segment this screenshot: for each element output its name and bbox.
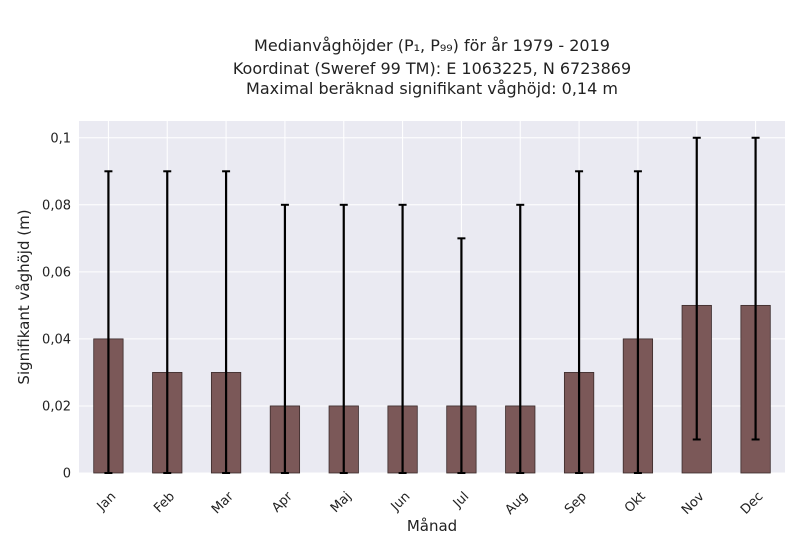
x-axis-label: Månad <box>407 517 457 535</box>
x-tick-label-jul: Jul <box>450 489 472 511</box>
chart-title: Medianvåghöjder (P₁, P₉₉) för år 1979 - … <box>233 36 631 98</box>
x-tick-label-dec: Dec <box>738 489 766 517</box>
error-bar-maj <box>339 203 348 474</box>
error-bars <box>104 136 760 474</box>
y-tick-label: 0,04 <box>42 332 71 347</box>
error-bar-jul <box>457 237 466 474</box>
error-bar-nov <box>692 136 701 441</box>
x-tick-label-aug: Aug <box>503 489 532 518</box>
y-tick-label: 0,06 <box>42 265 71 280</box>
x-tick-label-nov: Nov <box>679 489 708 518</box>
x-tick-label-feb: Feb <box>151 489 178 516</box>
x-axis-ticks: Jan Feb Mar Apr Maj Jun Jul Aug Sep Okt Nov Dec <box>94 489 767 518</box>
y-tick-label: 0 <box>63 467 71 482</box>
y-axis-ticks: 0 0,02 0,04 0,06 0,08 0,1 <box>42 131 71 481</box>
y-tick-label: 0,08 <box>42 198 71 213</box>
y-axis-label: Signifikant våghöjd (m) <box>15 209 33 384</box>
error-bar-dec <box>751 136 760 441</box>
x-tick-label-jun: Jun <box>388 489 414 515</box>
error-bar-okt <box>633 170 642 474</box>
error-bar-aug <box>516 203 525 474</box>
error-bar-sep <box>575 170 584 474</box>
chart-title-line-2: Koordinat (Sweref 99 TM): E 1063225, N 6… <box>233 59 631 78</box>
x-tick-label-mar: Mar <box>209 489 237 517</box>
error-bar-apr <box>280 203 289 474</box>
y-tick-label: 0,02 <box>42 399 71 414</box>
error-bar-jan <box>104 170 113 474</box>
error-bar-jun <box>398 203 407 474</box>
x-tick-label-sep: Sep <box>562 489 590 517</box>
error-bar-feb <box>163 170 172 474</box>
error-bar-mar <box>222 170 231 474</box>
x-tick-label-apr: Apr <box>269 489 296 516</box>
chart-title-line-1: Medianvåghöjder (P₁, P₉₉) för år 1979 - … <box>254 36 610 55</box>
chart-title-line-3: Maximal beräknad signifikant våghöjd: 0,… <box>246 79 618 98</box>
x-tick-label-okt: Okt <box>622 489 649 516</box>
x-tick-label-jan: Jan <box>94 489 119 514</box>
plot-area <box>79 121 785 473</box>
x-tick-label-maj: Maj <box>328 489 355 516</box>
y-tick-label: 0,1 <box>50 131 71 146</box>
